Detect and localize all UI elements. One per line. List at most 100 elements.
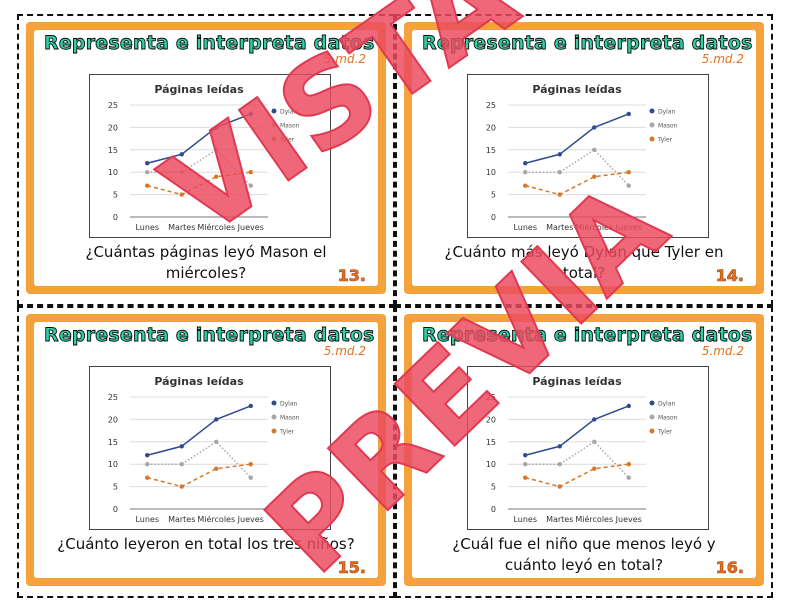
data-point-dylan xyxy=(248,111,253,117)
cut-line-top-left xyxy=(17,14,395,306)
data-point-tyler xyxy=(214,466,219,471)
legend-marker-dylan xyxy=(649,108,655,114)
x-tick-label: Miércoles xyxy=(197,514,235,524)
data-point-mason xyxy=(592,147,597,152)
legend-label: Mason xyxy=(280,123,300,130)
series-line-dylan xyxy=(147,113,252,164)
x-tick-label: Jueves xyxy=(237,223,264,232)
legend-marker-mason xyxy=(649,414,655,420)
y-tick-label: 10 xyxy=(486,460,496,469)
series-line-dylan xyxy=(525,113,630,164)
card-number: 14. xyxy=(715,266,744,286)
chart-title: Páginas leídas xyxy=(154,83,244,96)
card-question: ¿Cuánto más leyó Dylan que Tyler en tota… xyxy=(444,243,724,282)
y-tick-label: 25 xyxy=(486,101,496,110)
card-standard: 5.md.2 xyxy=(323,52,366,66)
series-line-mason xyxy=(147,440,252,479)
legend-marker-mason xyxy=(649,122,655,128)
card-question: ¿Cuánto leyeron en total los tres niños? xyxy=(57,535,355,553)
task-card-13: Representa e interpreta datos 5.md.2 Pág… xyxy=(26,22,386,294)
x-tick-label: Lunes xyxy=(513,223,537,232)
data-point-dylan xyxy=(557,152,562,157)
data-point-tyler xyxy=(248,462,253,467)
card-title: Representa e interpreta datos xyxy=(44,324,375,347)
data-point-mason xyxy=(145,170,150,175)
x-tick-label: Jueves xyxy=(237,515,264,524)
card-question: ¿Cuántas páginas leyó Mason el miércoles… xyxy=(85,243,327,282)
y-tick-label: 25 xyxy=(108,101,118,110)
y-tick-label: 15 xyxy=(486,146,496,155)
cut-line-bottom-left xyxy=(17,306,395,598)
legend-marker-tyler xyxy=(271,136,277,142)
line-chart: Páginas leídas 0 5 10 15 20 25 Lunes Martes Miérc… xyxy=(89,366,331,530)
data-point-dylan xyxy=(214,417,219,422)
legend-label: Tyler xyxy=(279,137,295,144)
chart-svg: Páginas leídas 0 5 10 15 20 25 Lunes Martes Miérc… xyxy=(108,83,300,232)
data-point-tyler xyxy=(557,192,562,197)
data-point-mason xyxy=(214,147,219,152)
data-point-tyler xyxy=(523,475,528,480)
data-point-dylan xyxy=(592,125,597,130)
x-tick-label: Lunes xyxy=(135,515,159,524)
data-point-tyler xyxy=(557,484,562,489)
y-tick-label: 0 xyxy=(113,505,118,514)
card-panel: Representa e interpreta datos 5.md.2 Pág… xyxy=(34,322,378,578)
x-tick-label: Miércoles xyxy=(575,514,613,524)
y-tick-label: 15 xyxy=(108,146,118,155)
series-line-tyler xyxy=(525,463,629,488)
y-tick-label: 0 xyxy=(113,213,118,222)
legend-label: Tyler xyxy=(279,429,295,436)
y-tick-label: 5 xyxy=(113,483,118,492)
legend-marker-mason xyxy=(271,414,277,420)
y-tick-label: 15 xyxy=(486,438,496,447)
data-point-mason xyxy=(592,439,597,444)
legend-marker-tyler xyxy=(271,428,277,434)
y-tick-label: 5 xyxy=(113,191,118,200)
data-point-mason xyxy=(626,475,631,480)
series-line-mason xyxy=(525,148,630,187)
card-number: 16. xyxy=(715,558,744,578)
card-standard: 5.md.2 xyxy=(323,344,366,358)
data-point-dylan xyxy=(626,111,631,117)
data-point-tyler xyxy=(523,183,528,188)
x-tick-label: Jueves xyxy=(615,515,642,524)
y-tick-label: 20 xyxy=(108,415,118,424)
y-tick-label: 0 xyxy=(491,213,496,222)
legend-label: Tyler xyxy=(657,429,673,436)
card-question: ¿Cuál fue el niño que menos leyó y cuánt… xyxy=(452,535,716,574)
legend-label: Mason xyxy=(658,415,678,422)
card-panel: Representa e interpreta datos 5.md.2 Pág… xyxy=(412,30,756,286)
line-chart: Páginas leídas 0 5 10 15 20 25 Lunes Martes Miérc… xyxy=(89,74,331,238)
data-point-mason xyxy=(248,475,253,480)
data-point-dylan xyxy=(592,417,597,422)
data-point-tyler xyxy=(214,174,219,179)
data-point-mason xyxy=(179,462,184,467)
x-tick-label: Miércoles xyxy=(197,222,235,232)
cut-line-top-right xyxy=(395,14,773,306)
chart-svg: Páginas leídas 0 5 10 15 20 25 Lunes Martes Miérc… xyxy=(108,375,300,524)
series-line-mason xyxy=(525,440,630,479)
chart-title: Páginas leídas xyxy=(154,375,244,388)
chart-title: Páginas leídas xyxy=(532,375,622,388)
chart-svg: Páginas leídas 0 5 10 15 20 25 Lunes Martes Miérc… xyxy=(486,83,678,232)
card-title: Representa e interpreta datos xyxy=(44,32,375,55)
chart-title: Páginas leídas xyxy=(532,83,622,96)
card-number: 15. xyxy=(337,558,366,578)
data-point-tyler xyxy=(626,462,631,467)
legend-label: Mason xyxy=(280,415,300,422)
series-line-dylan xyxy=(525,405,630,456)
cut-line-bottom-right xyxy=(395,306,773,598)
data-point-mason xyxy=(248,183,253,188)
y-tick-label: 5 xyxy=(491,483,496,492)
series-line-tyler xyxy=(147,171,251,196)
data-point-tyler xyxy=(248,170,253,175)
data-point-dylan xyxy=(523,453,528,458)
data-point-dylan xyxy=(214,125,219,130)
data-point-tyler xyxy=(145,475,150,480)
line-chart: Páginas leídas 0 5 10 15 20 25 Lunes Martes Miérc… xyxy=(467,74,709,238)
data-point-dylan xyxy=(179,152,184,157)
y-tick-label: 10 xyxy=(108,460,118,469)
series-line-mason xyxy=(147,148,252,187)
y-tick-label: 20 xyxy=(486,415,496,424)
task-card-14: Representa e interpreta datos 5.md.2 Pág… xyxy=(404,22,764,294)
